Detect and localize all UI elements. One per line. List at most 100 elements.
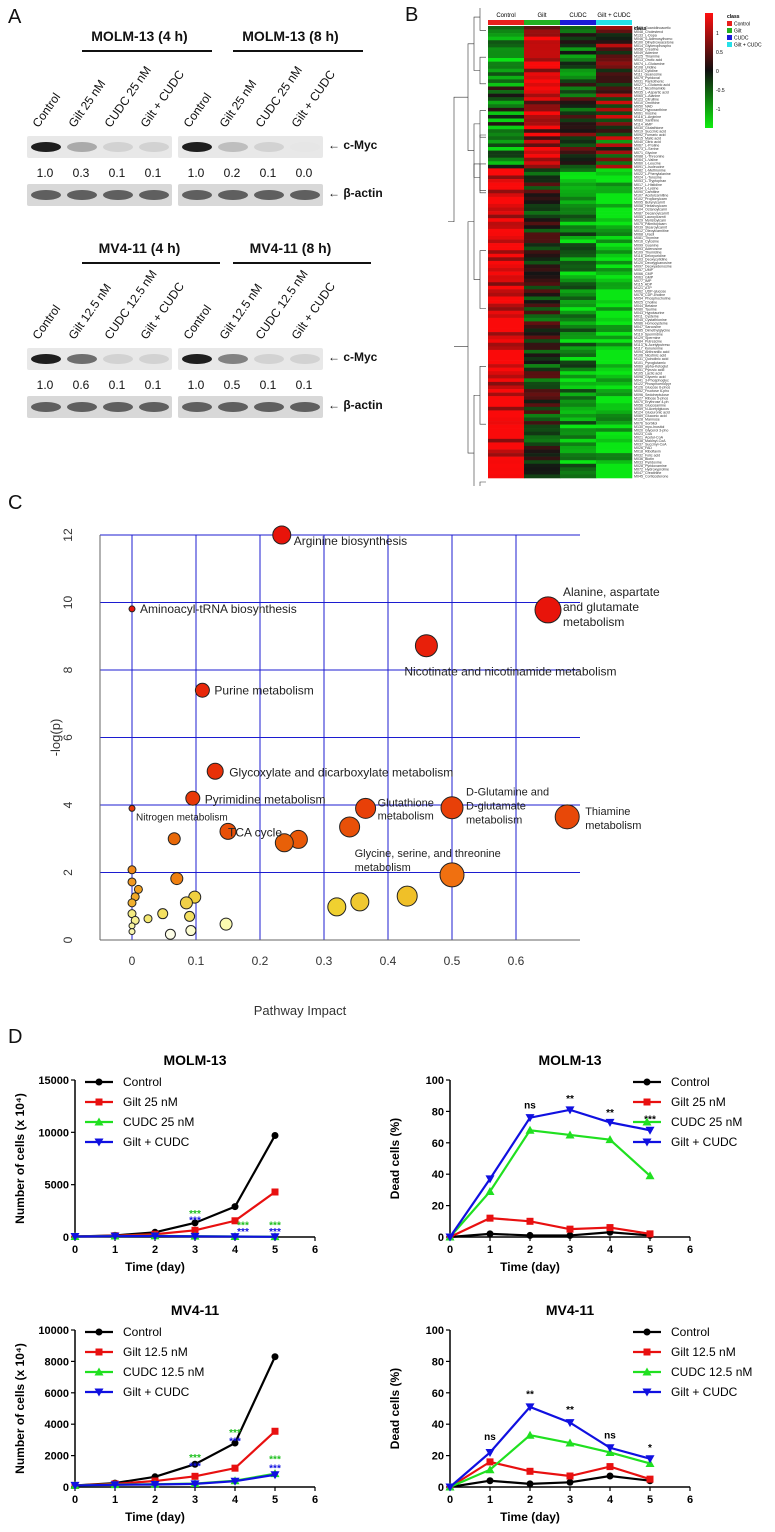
heatmap-cell <box>596 132 633 137</box>
heatmap-cell <box>524 413 561 418</box>
heatmap-cell <box>596 435 633 440</box>
heatmap-cell <box>524 353 561 358</box>
heatmap-cell <box>524 225 561 230</box>
actin-band <box>218 402 248 412</box>
heatmap-cell <box>524 300 561 304</box>
significance-annotation: *** <box>237 1221 249 1232</box>
band-ratio: 1.0 <box>187 166 205 180</box>
pathway-point <box>179 896 193 910</box>
heatmap-cell <box>596 154 633 158</box>
actin-band <box>290 190 320 200</box>
y-tick-label: 60 <box>432 1388 444 1400</box>
heatmap-cell <box>560 445 597 450</box>
pathway-label: TCA cycle <box>228 825 282 839</box>
significance-annotation: ns <box>524 1100 536 1111</box>
data-point <box>231 1464 239 1472</box>
heatmap-cell <box>524 392 561 397</box>
cmyc-band <box>103 142 133 152</box>
heatmap-cell <box>596 90 633 94</box>
row-label: M065_L-Alanine <box>634 94 660 98</box>
blot-title: MV4-11 (4 h) <box>98 240 181 256</box>
pathway-label-line: and glutamate <box>563 600 639 614</box>
row-label: M056_Glucosamine <box>634 403 666 407</box>
heatmap-cell <box>596 218 633 223</box>
heatmap-cell <box>524 164 561 169</box>
heatmap-cell <box>560 203 597 208</box>
color-scale-tick: 0 <box>716 69 719 75</box>
data-point <box>231 1439 239 1447</box>
heatmap-cell <box>560 257 597 262</box>
heatmap-cell <box>560 346 597 351</box>
heatmap-cell <box>596 33 633 37</box>
heatmap-cell <box>560 179 597 183</box>
heatmap-cell <box>560 364 597 368</box>
heatmap-cell <box>560 289 597 294</box>
significance-annotation: *** <box>644 1114 656 1125</box>
x-tick-label: 0 <box>447 1494 453 1506</box>
heatmap-cell <box>488 97 525 102</box>
heatmap-cell <box>596 417 633 422</box>
row-label: M024_L-Tyrosine <box>634 176 662 180</box>
row-label: M100_Dihydroxyacetone <box>634 40 674 44</box>
heatmap-cell <box>488 292 525 297</box>
row-label: M098_Glyceric acid <box>634 375 666 379</box>
heatmap-cell <box>596 211 633 215</box>
row-label: M041_3-Phosphoglyc <box>634 379 669 383</box>
heatmap-cell <box>488 339 525 344</box>
row-label: M081_Thymine <box>634 236 659 240</box>
heatmap-cell <box>560 456 597 461</box>
heatmap-cell <box>524 29 561 34</box>
row-label: M123_Citrulline <box>634 97 659 101</box>
heatmap-cell <box>560 79 597 84</box>
row-label: M121_ATP <box>634 286 652 290</box>
heatmap-cell <box>560 150 597 155</box>
heatmap-cell <box>560 353 597 358</box>
class-bar <box>524 20 560 25</box>
heatmap-cell <box>488 349 525 354</box>
row-label: M079_Pyridoxal <box>634 76 660 80</box>
heatmap-cell <box>560 310 597 315</box>
heatmap-cell <box>488 285 525 290</box>
heatmap-cell <box>488 296 525 301</box>
heatmap-cell <box>488 118 525 123</box>
heatmap-cell <box>488 139 525 144</box>
heatmap-cell <box>488 200 525 205</box>
y-tick-label: 20 <box>432 1201 444 1213</box>
heatmap-cell <box>524 43 561 48</box>
significance-annotation: ** <box>526 1390 534 1401</box>
data-point <box>643 1098 651 1106</box>
actin-band <box>290 402 320 412</box>
data-point <box>566 1478 574 1486</box>
heatmap-cell <box>488 218 525 223</box>
heatmap-cell <box>560 107 597 112</box>
class-bar <box>560 20 596 25</box>
heatmap-cell <box>488 268 525 272</box>
row-label: M022_L-Phenylalanine <box>634 172 671 176</box>
row-label: M028_Pyridoxamine <box>634 464 667 468</box>
heatmap-cell <box>524 250 561 255</box>
heatmap-cell <box>524 417 561 422</box>
row-label: M083_Xanthine <box>634 119 659 123</box>
heatmap-cell <box>488 257 525 262</box>
cmyc-blot <box>178 136 323 158</box>
heatmap-cell <box>560 154 597 158</box>
heatmap-cell <box>560 396 597 401</box>
row-label: M067_L-Proline <box>634 144 659 148</box>
heatmap-cell <box>596 143 633 148</box>
cmyc-band <box>254 354 284 364</box>
heatmap-cell <box>524 228 561 233</box>
series-line <box>449 1217 651 1238</box>
row-label: M036_Biotin <box>634 457 654 461</box>
heatmap-cell <box>560 335 597 340</box>
row-label: M114_AMP <box>634 122 653 126</box>
heatmap-cell <box>560 29 597 34</box>
row-label: M042_Hypoxanthine <box>634 108 667 112</box>
heatmap-cell <box>596 335 633 340</box>
heatmap-cell <box>596 460 633 465</box>
heatmap-cell <box>488 278 525 283</box>
heatmap-cell <box>488 193 525 198</box>
data-point <box>231 1217 239 1225</box>
heatmap-cell <box>596 385 633 390</box>
heatmap-cell <box>488 232 525 237</box>
heatmap-cell <box>488 235 525 240</box>
